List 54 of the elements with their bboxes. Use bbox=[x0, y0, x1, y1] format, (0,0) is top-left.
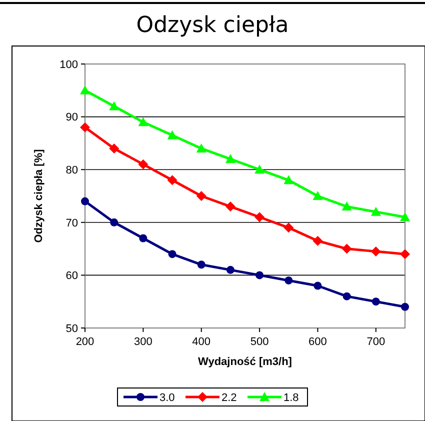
point bbox=[254, 212, 265, 222]
legend-label: 1.8 bbox=[284, 392, 299, 404]
point bbox=[342, 202, 352, 211]
point bbox=[370, 206, 381, 216]
point bbox=[254, 164, 265, 174]
point bbox=[109, 101, 120, 110]
point bbox=[110, 218, 118, 226]
point bbox=[400, 249, 410, 260]
point bbox=[401, 302, 409, 311]
legend-label: 3.0 bbox=[160, 392, 175, 404]
chart-title: Odzysk ciepła bbox=[136, 13, 289, 38]
point bbox=[138, 117, 148, 126]
point bbox=[81, 197, 89, 206]
point bbox=[226, 266, 234, 274]
point bbox=[312, 191, 323, 200]
y-tick-label: 60 bbox=[66, 270, 78, 282]
legend-label: 2.2 bbox=[222, 392, 237, 404]
point bbox=[372, 298, 380, 306]
x-tick-label: 200 bbox=[76, 336, 94, 348]
y-tick-label: 70 bbox=[66, 217, 78, 230]
point bbox=[167, 130, 178, 140]
point bbox=[196, 191, 206, 201]
x-tick-label: 400 bbox=[192, 336, 211, 348]
y-tick-label: 100 bbox=[60, 58, 78, 71]
y-axis-title: Odzysk ciepła [%] bbox=[33, 148, 45, 243]
point bbox=[225, 202, 236, 212]
point bbox=[196, 143, 206, 152]
point bbox=[167, 175, 178, 186]
point bbox=[80, 85, 90, 94]
point bbox=[225, 154, 236, 164]
point bbox=[139, 234, 148, 242]
point bbox=[284, 222, 294, 233]
point bbox=[342, 292, 351, 300]
point bbox=[284, 276, 293, 284]
y-tick-label: 50 bbox=[66, 322, 78, 335]
point bbox=[314, 282, 322, 290]
x-tick-label: 600 bbox=[308, 336, 327, 348]
x-tick-label: 700 bbox=[366, 336, 386, 348]
point bbox=[342, 244, 352, 254]
x-axis-title: Wydajność [m3/h] bbox=[198, 356, 292, 368]
point bbox=[256, 271, 264, 280]
y-tick-label: 90 bbox=[66, 112, 78, 124]
y-tick-label: 80 bbox=[66, 164, 78, 176]
point bbox=[138, 159, 148, 170]
point bbox=[80, 122, 90, 132]
point bbox=[400, 212, 410, 222]
x-tick-label: 300 bbox=[134, 336, 152, 348]
point bbox=[370, 246, 381, 256]
x-tick-label: 500 bbox=[250, 336, 269, 348]
point bbox=[168, 250, 176, 258]
point bbox=[197, 260, 206, 269]
point bbox=[312, 236, 323, 246]
point bbox=[109, 143, 120, 154]
point bbox=[284, 175, 294, 184]
